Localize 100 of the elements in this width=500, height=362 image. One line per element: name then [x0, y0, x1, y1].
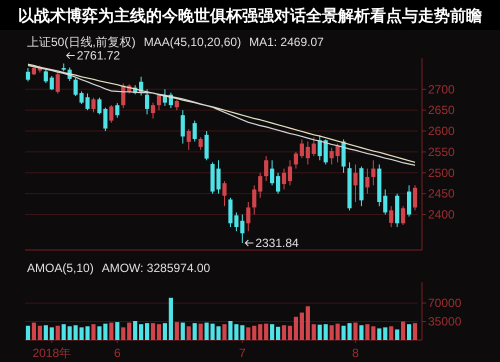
candlestick — [406, 184, 412, 218]
candlestick — [330, 147, 334, 165]
bar — [162, 323, 168, 340]
annotation: 2761.72 — [76, 48, 120, 63]
chart-title: 以战术博弈为主线的今晚世俱杯强强对话全景解析看点与走势前瞻 — [18, 6, 482, 25]
bar — [180, 322, 185, 340]
candlestick — [336, 143, 340, 163]
candlestick — [180, 110, 185, 144]
x-tick-label: 6 — [114, 346, 121, 360]
bar — [186, 326, 191, 340]
bar — [234, 324, 238, 340]
bar — [282, 325, 286, 340]
bar — [192, 323, 197, 340]
candlestick — [115, 102, 120, 118]
text: AMOA(5,10) — [27, 261, 94, 275]
bar — [156, 324, 162, 340]
bar — [174, 322, 179, 340]
bar — [133, 321, 138, 340]
bar — [341, 326, 346, 340]
bar — [32, 322, 36, 340]
candlestick — [204, 130, 209, 161]
candlestick — [91, 97, 96, 113]
text: 上证50(日线,前复权) — [27, 35, 136, 49]
bar — [74, 325, 78, 340]
candlestick — [74, 78, 78, 96]
candlestick — [97, 97, 102, 115]
candlestick — [412, 184, 418, 211]
candlestick — [174, 99, 179, 111]
bar — [353, 322, 358, 340]
y-tick-label: 70000 — [428, 296, 462, 310]
candlestick — [300, 138, 304, 159]
bar — [198, 324, 203, 340]
bar — [359, 325, 364, 340]
bar — [204, 322, 209, 340]
bar — [270, 324, 274, 340]
annotation: 2331.84 — [255, 236, 300, 250]
y-tick-label: 2650 — [428, 103, 456, 118]
bar — [115, 322, 120, 340]
bar — [389, 326, 394, 340]
candlestick — [234, 212, 238, 232]
y-tick-label: 2400 — [428, 208, 456, 222]
bar — [288, 326, 292, 340]
candlestick — [389, 206, 394, 228]
x-tick-label: 8 — [352, 346, 360, 360]
bar — [347, 323, 352, 340]
bar — [144, 323, 150, 340]
candlestick — [282, 168, 286, 190]
candlestick — [109, 104, 114, 124]
text: AMOW: 3285974.00 — [102, 261, 211, 275]
y-tick-label: 35000 — [428, 314, 462, 329]
candlestick — [26, 68, 30, 82]
bar — [79, 327, 84, 340]
candlestick — [150, 102, 156, 120]
bar — [97, 326, 102, 340]
bar — [103, 324, 108, 340]
bar — [300, 312, 304, 340]
candlestick — [144, 88, 150, 115]
candlestick — [371, 160, 376, 186]
y-tick-label: 2550 — [428, 144, 456, 159]
bar — [109, 322, 114, 340]
candlestick — [56, 72, 60, 94]
x-tick-label: 2018年 — [32, 346, 72, 360]
candlestick — [79, 90, 84, 104]
y-tick-label: 2450 — [428, 186, 456, 201]
text: MA1: 2469.07 — [249, 35, 324, 49]
bar — [240, 325, 244, 340]
candlestick — [401, 206, 406, 226]
candlestick — [294, 151, 298, 170]
x-tick-label: 7 — [238, 346, 246, 360]
bar — [406, 324, 412, 340]
bar — [139, 324, 144, 340]
bar — [26, 326, 30, 340]
bar — [276, 326, 280, 340]
bar — [336, 324, 340, 340]
bar — [210, 324, 215, 340]
bar — [222, 324, 227, 340]
candlestick — [198, 136, 203, 150]
bar — [412, 323, 418, 340]
bar — [401, 322, 406, 340]
candlestick — [288, 160, 292, 186]
bar — [85, 326, 90, 340]
text: MAA(45,10,20,60) — [144, 35, 242, 49]
candlestick — [85, 92, 90, 111]
bar — [365, 324, 370, 340]
bar — [371, 326, 376, 340]
candlestick — [353, 164, 358, 202]
bar — [91, 324, 96, 340]
candlestick — [222, 180, 227, 207]
y-tick-label: 2700 — [428, 82, 456, 96]
candlestick — [264, 156, 268, 182]
bar — [150, 323, 156, 340]
candlestick — [240, 214, 244, 244]
bar — [56, 326, 60, 340]
candlestick — [270, 160, 274, 186]
candlestick — [216, 160, 221, 194]
y-tick-label: 2600 — [428, 124, 456, 138]
bar — [228, 321, 233, 340]
candlestick — [192, 120, 197, 142]
candlestick — [186, 128, 191, 150]
bar — [294, 316, 298, 340]
